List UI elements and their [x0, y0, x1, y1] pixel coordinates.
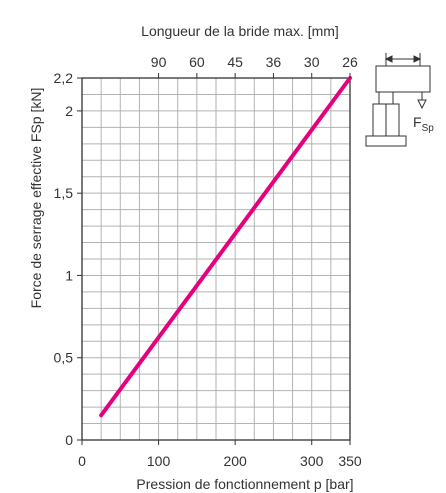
grid	[82, 78, 350, 440]
x-tick-label: 100	[147, 453, 171, 469]
dimension-arrow-left-icon	[384, 55, 393, 63]
clamp-schematic-icon	[365, 53, 431, 147]
x-tick-label: 350	[338, 453, 362, 469]
x-tick-label: 300	[300, 453, 324, 469]
y-tick-label: 0	[65, 432, 73, 448]
force-symbol-main: F	[413, 114, 422, 130]
clamp-base	[365, 135, 407, 147]
x-tick-label: 0	[78, 453, 86, 469]
x-axis-title: Pression de fonctionnement p [bar]	[136, 476, 353, 492]
clamp-neck	[378, 91, 394, 105]
x2-tick-label: 45	[227, 54, 243, 70]
tick-layer: 0 100 200 300 350 0 0,5 1 1,5 2 2,2 90 60 45 36 30 26	[54, 54, 362, 469]
x2-tick-label: 60	[189, 54, 205, 70]
force-symbol: FSp	[413, 114, 434, 134]
y-tick-label: 0,5	[54, 350, 74, 366]
x2-tick-label: 30	[304, 54, 320, 70]
plot-frame	[81, 77, 351, 441]
series-line	[99, 76, 352, 418]
series-layer	[99, 76, 352, 418]
x2-tick-label: 36	[266, 54, 282, 70]
y-tick-label: 1	[65, 267, 73, 283]
y-tick-label: 2,2	[54, 70, 74, 86]
y-tick-label: 2	[65, 103, 73, 119]
y-tick-label: 1,5	[54, 185, 74, 201]
x2-tick-label: 90	[151, 54, 167, 70]
y-axis-title: Force de serrage effective FSp [kN]	[28, 88, 44, 309]
clamp-arm	[375, 65, 431, 93]
force-arrow-icon	[417, 99, 427, 110]
x-tick-label: 200	[223, 453, 247, 469]
force-symbol-subscript: Sp	[422, 123, 435, 134]
dimension-arrow-right-icon	[413, 55, 422, 63]
x2-axis-title: Longueur de la bride max. [mm]	[141, 23, 339, 39]
x2-tick-label: 26	[342, 54, 358, 70]
